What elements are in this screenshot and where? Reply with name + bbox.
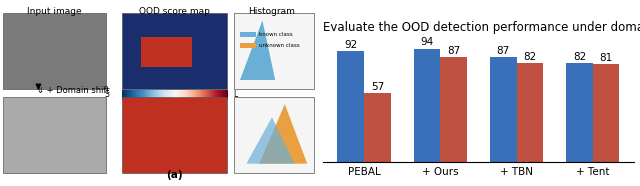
Bar — [490, 57, 516, 162]
Text: 87: 87 — [447, 46, 460, 56]
Polygon shape — [246, 117, 294, 164]
Text: Input image: Input image — [27, 7, 82, 16]
Polygon shape — [259, 104, 307, 164]
Bar — [240, 43, 256, 48]
Bar — [337, 51, 364, 162]
Text: known class: known class — [259, 32, 293, 37]
Bar — [440, 57, 467, 162]
Bar — [566, 63, 593, 162]
Bar — [234, 97, 314, 173]
Bar — [234, 13, 314, 89]
Text: 57: 57 — [371, 82, 384, 92]
Bar — [3, 13, 106, 89]
Bar — [593, 64, 620, 162]
Text: OOD score map: OOD score map — [139, 7, 210, 16]
Text: unknown class: unknown class — [259, 43, 300, 48]
Text: 87: 87 — [497, 46, 510, 56]
Bar — [364, 93, 390, 162]
Text: 82: 82 — [524, 52, 536, 62]
Bar — [413, 49, 440, 162]
Bar — [141, 37, 192, 67]
Bar — [240, 32, 256, 37]
Text: L: L — [234, 90, 238, 99]
Text: 92: 92 — [344, 40, 357, 50]
Text: Histogram: Histogram — [248, 7, 296, 16]
Text: 81: 81 — [600, 53, 612, 63]
Text: S: S — [104, 90, 109, 99]
Text: 94: 94 — [420, 37, 433, 47]
Text: 82: 82 — [573, 52, 586, 62]
Bar — [122, 97, 227, 173]
Polygon shape — [240, 20, 275, 80]
Text: ⇓ + Domain shift: ⇓ + Domain shift — [37, 86, 110, 95]
Bar — [3, 97, 106, 173]
Text: (a): (a) — [166, 170, 182, 180]
Bar — [516, 63, 543, 162]
Bar — [122, 13, 227, 89]
Text: Evaluate the OOD detection performance under domain shift.: Evaluate the OOD detection performance u… — [323, 21, 640, 34]
